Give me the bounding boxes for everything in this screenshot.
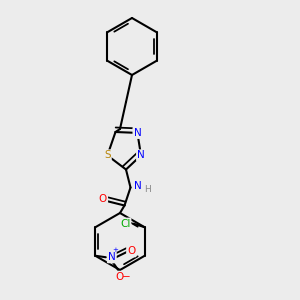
Text: N: N — [108, 252, 116, 262]
Text: Cl: Cl — [120, 219, 130, 229]
Text: O: O — [115, 272, 123, 282]
Text: +: + — [112, 247, 118, 253]
Text: N: N — [134, 181, 142, 191]
Text: O: O — [127, 246, 135, 256]
Text: H: H — [145, 184, 151, 194]
Text: −: − — [122, 272, 130, 282]
Text: N: N — [134, 128, 141, 138]
Text: N: N — [137, 150, 145, 161]
Text: S: S — [104, 150, 111, 161]
Text: O: O — [99, 194, 107, 205]
